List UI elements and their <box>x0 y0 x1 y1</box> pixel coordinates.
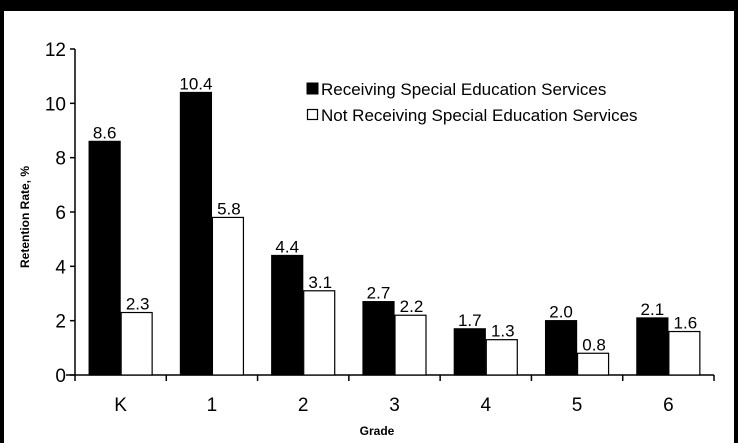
legend-label-receiving: Receiving Special Education Services <box>321 80 606 99</box>
data-label-receiving: 8.6 <box>93 123 117 142</box>
bar-not-receiving <box>120 311 153 376</box>
x-tick-label: K <box>114 395 127 416</box>
data-label-not-receiving: 5.8 <box>217 199 241 218</box>
x-axis: K 1 2 3 4 5 6 <box>66 374 715 416</box>
y-tick-label: 6 <box>55 203 66 224</box>
bar-not-receiving <box>485 339 518 376</box>
data-label-receiving: 10.4 <box>179 74 212 93</box>
x-axis-title: Grade <box>360 424 395 438</box>
legend-label-not-receiving: Not Receiving Special Education Services <box>321 106 638 125</box>
bar-receiving <box>271 254 304 376</box>
legend-swatch-not-receiving <box>306 108 319 121</box>
data-label-receiving: 2.0 <box>549 303 573 322</box>
y-axis-title: Retention Rate, % <box>18 166 32 268</box>
bar-not-receiving <box>211 216 245 376</box>
bar-not-receiving <box>303 290 336 376</box>
bar-not-receiving <box>394 314 427 376</box>
bar-receiving <box>88 140 121 376</box>
data-label-not-receiving: 2.3 <box>126 295 150 314</box>
x-tick-label: 3 <box>389 395 400 416</box>
bar-receiving <box>453 328 486 376</box>
data-label-not-receiving: 1.3 <box>491 322 515 341</box>
data-label-not-receiving: 1.6 <box>674 314 698 333</box>
bars <box>88 91 701 376</box>
y-tick-label: 0 <box>55 366 66 387</box>
y-tick-label: 12 <box>45 40 66 61</box>
data-labels: 8.6 2.3 10.4 5.8 4.4 3.1 2.7 2.2 1.7 1.3 2.0 0.8 2.1… <box>93 74 697 354</box>
x-tick-label: 4 <box>480 395 491 416</box>
bar-receiving <box>179 91 213 376</box>
data-label-receiving: 4.4 <box>275 237 299 256</box>
y-tick-label: 8 <box>55 149 66 170</box>
data-label-receiving: 2.1 <box>641 300 665 319</box>
y-tick-label: 4 <box>55 257 66 278</box>
bar-receiving <box>636 317 669 376</box>
legend: Receiving Special Education Services Not… <box>306 80 638 125</box>
y-tick-label: 2 <box>55 312 66 333</box>
bar-not-receiving <box>576 352 610 376</box>
bar-not-receiving <box>668 330 701 376</box>
data-label-receiving: 2.7 <box>367 284 391 303</box>
y-axis: 0 2 4 6 8 10 12 <box>45 40 76 387</box>
bar-receiving <box>544 320 578 376</box>
data-label-not-receiving: 3.1 <box>308 273 332 292</box>
x-tick-label: 5 <box>572 395 583 416</box>
data-label-receiving: 1.7 <box>458 311 482 330</box>
data-label-not-receiving: 2.2 <box>400 297 424 316</box>
x-tick-label: 6 <box>663 395 674 416</box>
bar-receiving <box>362 301 395 376</box>
data-label-not-receiving: 0.8 <box>582 335 606 354</box>
legend-swatch-receiving <box>306 82 319 95</box>
x-tick-label: 2 <box>298 395 309 416</box>
x-tick-label: 1 <box>207 395 218 416</box>
y-tick-label: 10 <box>45 94 66 115</box>
